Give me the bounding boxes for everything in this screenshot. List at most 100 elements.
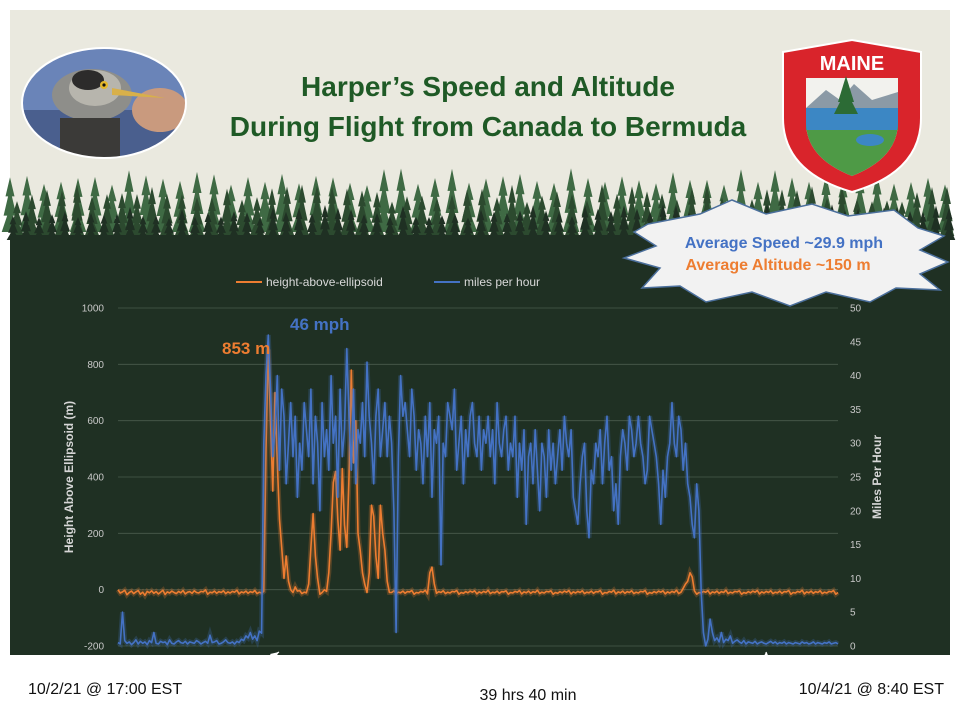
forest-tree: [149, 215, 163, 240]
forest-tree: [103, 184, 121, 232]
forest-tree: [219, 188, 235, 236]
forest-tree: [110, 213, 124, 240]
forest-tree: [201, 212, 215, 240]
forest-tree: [86, 176, 104, 232]
forest-tree: [487, 211, 501, 240]
forest-tree: [444, 194, 460, 236]
forest-tree: [339, 188, 355, 236]
duration-label: 39 hrs 40 min: [480, 687, 577, 704]
forest-tree: [222, 184, 240, 232]
forest-tree: [18, 175, 36, 232]
forest-tree: [564, 194, 580, 236]
forest-tree: [591, 208, 605, 240]
forest-tree: [84, 213, 98, 240]
forest-tree: [624, 186, 640, 236]
forest-tree: [494, 176, 512, 232]
forest-tree: [32, 217, 46, 240]
forest-tree: [939, 186, 955, 236]
forest-tree: [39, 189, 55, 236]
left-tick-label: 400: [87, 473, 104, 484]
forest-tree: [71, 217, 85, 240]
forest-tree: [732, 169, 750, 232]
forest-tree: [422, 217, 436, 240]
forest-tree: [97, 214, 111, 240]
forest-tree: [526, 205, 540, 240]
end-time-label: 10/4/21 @ 8:40 EST: [799, 681, 944, 698]
forest-tree: [929, 205, 943, 240]
forest-tree: [528, 180, 546, 232]
forest-tree: [240, 212, 254, 240]
forest-tree: [188, 216, 202, 240]
left-axis-title: Height Above Ellipsoid (m): [62, 401, 76, 553]
bottom-band: [0, 655, 960, 720]
right-tick-label: 25: [850, 473, 862, 484]
forest-tree: [162, 218, 176, 240]
right-tick-label: 30: [850, 439, 862, 450]
logo-maine-text: MAINE: [820, 53, 884, 75]
right-tick-label: 35: [850, 405, 862, 416]
forest-tree: [9, 201, 25, 236]
forest-tree: [383, 216, 397, 240]
averages-callout: Average Speed ~29.9 mph Average Altitude…: [621, 199, 950, 307]
forest-tree: [357, 214, 371, 240]
forest-tree: [45, 214, 59, 240]
left-tick-label: 800: [87, 360, 104, 371]
forest-tree: [204, 197, 220, 236]
forest-tree: [504, 184, 520, 236]
forest-tree: [120, 170, 138, 232]
forest-tree: [435, 215, 449, 240]
forest-tree: [924, 187, 940, 236]
forest-tree: [214, 216, 228, 240]
forest-tree: [489, 197, 505, 236]
forest-tree: [511, 173, 529, 232]
forest-tree: [684, 187, 700, 236]
forest-tree: [375, 169, 393, 232]
forest-tree: [579, 200, 595, 236]
left-tick-label: 200: [87, 529, 104, 540]
forest-tree: [919, 177, 937, 232]
forest-tree: [868, 174, 886, 232]
forest-tree: [617, 205, 631, 240]
forest-tree: [392, 168, 410, 232]
forest-tree: [639, 191, 655, 236]
forest-tree: [500, 212, 514, 240]
gridlines: [118, 307, 838, 647]
left-axis-ticks: -200 0 200 400 600 800 1000: [82, 304, 105, 653]
forest-tree: [358, 185, 376, 232]
forest-tree: [414, 195, 430, 236]
forest-tree: [6, 216, 20, 240]
forest-tree: [851, 172, 869, 232]
right-axis-ticks: 0 5 10 15 20 25 30 35 40 45 50: [850, 304, 862, 653]
forest-tree: [305, 213, 319, 240]
forest-tree: [331, 208, 345, 240]
forest-tree: [256, 181, 274, 232]
chart: -200 0 200 400 600 800 1000 0 5 10 15 20 25 30 35 40 45…: [82, 304, 862, 653]
forest-tree: [565, 216, 579, 240]
forest-tree: [594, 184, 610, 236]
forest-tree: [344, 209, 358, 240]
legend-speed-label: miles per hour: [464, 275, 540, 289]
forest-tree: [239, 177, 257, 232]
forest-tree: [205, 174, 223, 232]
forest-tree: [613, 176, 631, 232]
altitude-line: [117, 348, 839, 597]
forest-tree: [513, 210, 527, 240]
forest-tree: [1, 177, 19, 232]
forest-tree: [409, 183, 427, 232]
legend: height-above-ellipsoid miles per hour: [236, 275, 540, 289]
right-tick-label: 45: [850, 337, 862, 348]
forest-tree: [578, 205, 592, 240]
right-tick-label: 50: [850, 304, 862, 315]
forest-tree: [604, 211, 618, 240]
chart-title-line-2: During Flight from Canada to Bermuda: [230, 111, 747, 142]
forest-tree: [834, 187, 850, 236]
forest-tree: [545, 182, 563, 232]
left-tick-label: -200: [84, 642, 104, 653]
forest-tree: [942, 207, 956, 240]
forest-tree: [885, 183, 903, 232]
left-tick-label: 1000: [82, 304, 105, 315]
forest-tree: [249, 197, 265, 236]
forest-tree: [902, 182, 920, 232]
